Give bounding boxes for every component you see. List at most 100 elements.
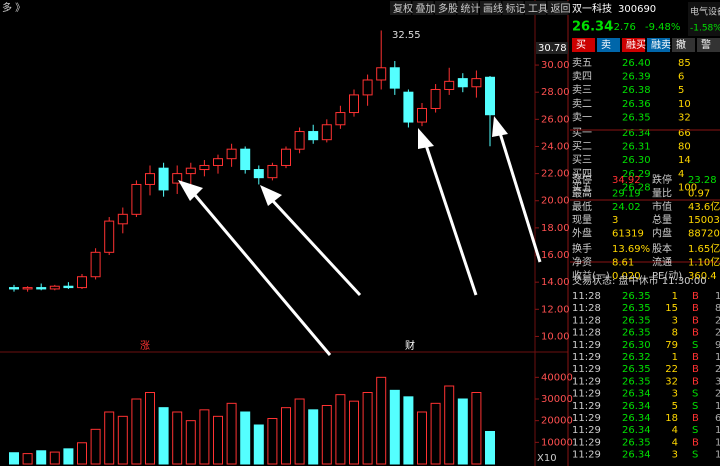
trade-side: B [692, 328, 699, 339]
stat-label: 最高 [572, 186, 592, 199]
trade-volume: 32 [665, 376, 678, 387]
y-tick-label: 12.00 [541, 304, 570, 315]
trade-price: 26.32 [622, 352, 651, 363]
trade-count: 6 [715, 413, 720, 424]
trade-button-label[interactable]: 警 [701, 38, 711, 51]
trade-button-label[interactable]: 买 [576, 39, 586, 51]
candle-body [294, 131, 305, 150]
trade-side: B [692, 303, 699, 314]
left-tag: 多 》 [2, 1, 25, 14]
stat-label: 现量 [572, 214, 592, 226]
trade-button[interactable] [647, 38, 670, 52]
volume-bar [172, 411, 183, 465]
toolbar-button[interactable] [390, 1, 411, 15]
book-price: 26.34 [622, 128, 651, 139]
stat-label: 换手 [572, 242, 592, 255]
volume-bar [403, 396, 414, 465]
toolbar-button[interactable] [547, 1, 569, 15]
trade-count: 2 [715, 364, 720, 375]
trade-button-label[interactable]: 融卖 [651, 39, 671, 51]
trade-button[interactable] [697, 38, 720, 52]
stat-label: 外盘 [572, 227, 592, 240]
book-level: 买三 [572, 154, 592, 166]
stat-value: 23.28 [688, 175, 717, 186]
price: 26.34 [572, 20, 613, 35]
sector-pct: -1.58% [690, 24, 720, 34]
trade-button-label[interactable]: 撤 [676, 38, 686, 51]
book-level: 买五 [572, 181, 592, 193]
marker: 涨 [140, 340, 150, 352]
book-volume: 100 [678, 182, 697, 193]
candle-body [485, 76, 495, 116]
toolbar-label[interactable]: 统计 [461, 2, 481, 15]
stat-label: 股本 [652, 242, 672, 255]
trade-button-label[interactable]: 融买 [626, 39, 646, 51]
toolbar-button[interactable] [435, 1, 456, 15]
book-volume: 5 [678, 85, 684, 96]
candle-body [267, 164, 278, 179]
toolbar-label[interactable]: 复权 [393, 2, 413, 15]
trade-count: 1 [715, 437, 720, 448]
candle-body [131, 183, 142, 215]
trade-button[interactable] [622, 38, 645, 52]
trade-side: B [692, 315, 699, 326]
candle-body [49, 285, 60, 290]
toolbar-button[interactable] [525, 1, 546, 15]
book-level: 卖二 [572, 98, 592, 110]
book-volume: 14 [678, 155, 691, 166]
candle-body [321, 124, 332, 141]
candle-body [417, 107, 427, 123]
stat-value: 43.6亿 [688, 200, 720, 213]
volume-bar [267, 418, 278, 465]
stat-value: 13.69% [612, 244, 650, 255]
candle-body [77, 276, 87, 289]
trade-count: 2 [715, 389, 720, 400]
toolbar-button[interactable] [502, 1, 524, 15]
stat-label: 总量 [652, 213, 672, 226]
stat-value: 15003 [688, 215, 720, 226]
toolbar-label[interactable]: 叠加 [416, 3, 436, 15]
trade-button-label[interactable]: 卖 [601, 39, 611, 51]
book-price: 26.35 [622, 112, 651, 123]
toolbar-label[interactable]: 画线 [483, 2, 503, 15]
toolbar-button[interactable] [412, 1, 434, 15]
stat-label: 涨停 [572, 173, 592, 186]
stat-value: 0.97 [688, 188, 710, 199]
stat-value: 61319 [612, 229, 644, 240]
volume-bar [471, 392, 482, 465]
trade-button[interactable] [597, 38, 620, 52]
stat-label: 净资 [572, 255, 592, 268]
toolbar-label[interactable]: 多股 [438, 2, 458, 15]
trade-time: 11:28 [572, 291, 601, 302]
volume-bar [417, 411, 427, 465]
candle-body [199, 164, 210, 171]
toolbar-label[interactable]: 标记 [506, 3, 526, 15]
candle-body [403, 91, 414, 123]
book-volume: 6 [678, 72, 684, 83]
trade-button[interactable] [572, 38, 595, 52]
trade-time: 11:29 [572, 450, 601, 461]
book-volume: 66 [678, 128, 691, 139]
toolbar-label[interactable]: 工具 [528, 3, 548, 15]
trade-volume: 1 [672, 291, 678, 302]
trade-price: 26.35 [622, 364, 651, 375]
high-label: 32.55 [392, 30, 421, 41]
toolbar-button[interactable] [457, 1, 479, 15]
trade-volume: 3 [672, 315, 678, 326]
change: -2.76 [610, 22, 636, 33]
y-tick-label: 30.00 [541, 60, 570, 71]
volume-bar [77, 442, 87, 465]
trade-price: 26.35 [622, 437, 651, 448]
toolbar-label[interactable]: 返回 [551, 3, 571, 15]
trade-volume: 22 [665, 364, 678, 375]
trade-volume: 4 [672, 437, 678, 448]
volume-bar [90, 428, 101, 465]
trade-time: 11:29 [572, 413, 601, 424]
book-price: 26.36 [622, 99, 651, 110]
trade-button[interactable] [672, 38, 695, 52]
trade-volume: 5 [672, 401, 678, 412]
book-level: 卖一 [572, 111, 592, 123]
volume-bar [308, 409, 319, 465]
toolbar-button[interactable] [480, 1, 501, 15]
